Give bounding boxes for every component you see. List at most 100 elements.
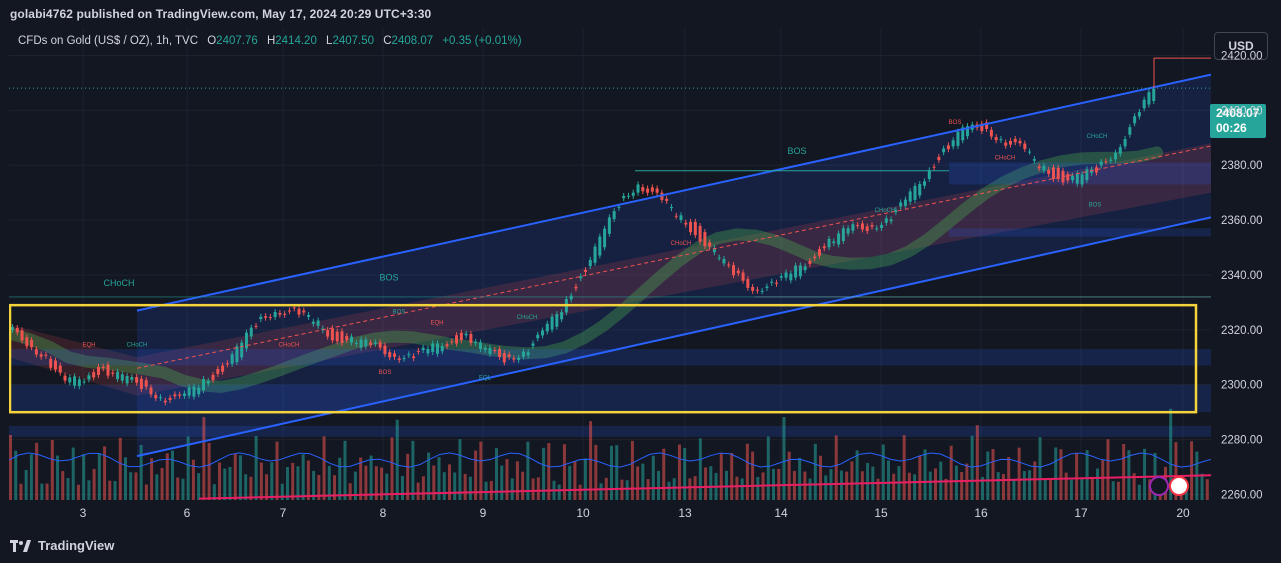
time-tick-label: 20 — [1176, 506, 1190, 520]
volume-bar — [45, 483, 49, 500]
volume-bar — [343, 440, 347, 500]
smc-label: CHoCH — [1087, 134, 1108, 140]
volume-bar — [1022, 471, 1026, 500]
candle — [221, 365, 225, 372]
volume-bar — [610, 445, 613, 500]
volume-bar — [312, 470, 316, 500]
volume-bar — [489, 480, 493, 500]
volume-bar — [327, 465, 331, 500]
volume-bar — [798, 457, 802, 500]
volume-bar — [782, 417, 786, 500]
candle — [765, 286, 769, 288]
volume-bar — [536, 477, 540, 500]
candle — [555, 314, 559, 327]
candle — [92, 372, 96, 378]
volume-bar — [641, 463, 645, 500]
smc-label: CHoCH — [279, 342, 300, 348]
candle — [340, 331, 344, 344]
volume-bar — [1090, 476, 1094, 500]
candle — [240, 342, 244, 358]
price-tick-label: 2340.00 — [1221, 270, 1263, 282]
volume-bar — [913, 474, 917, 500]
candle — [851, 224, 855, 231]
candle — [1037, 166, 1041, 169]
volume-bar — [1054, 447, 1058, 500]
volume-bar — [578, 484, 582, 500]
volume-bar — [66, 477, 70, 500]
candle — [674, 215, 678, 217]
volume-bar — [740, 478, 744, 500]
candle — [206, 380, 210, 384]
candle — [230, 354, 234, 364]
candle — [665, 198, 669, 201]
volume-bar — [813, 443, 817, 500]
candle — [1118, 147, 1122, 154]
flash-icon — [1149, 476, 1169, 496]
candle — [951, 140, 955, 147]
low-label: L — [326, 35, 333, 47]
smc-label: BOS — [1089, 202, 1102, 208]
volume-bar — [672, 478, 676, 500]
volume-bar — [411, 440, 415, 500]
candle — [841, 228, 845, 242]
volume-bar — [573, 461, 577, 500]
candle — [330, 328, 334, 341]
candle — [96, 366, 100, 375]
candle — [469, 333, 473, 343]
candle — [1042, 165, 1046, 171]
candle — [39, 354, 43, 357]
time-axis[interactable]: 3 6 7 8 9 10 13 14 15 16 17 20 — [9, 500, 1211, 530]
price-axis[interactable]: 2420.00 2400.00 2380.00 2360.00 2340.00 2320.… — [1211, 28, 1281, 500]
candle — [49, 358, 53, 368]
volume-bar — [71, 447, 75, 500]
candle — [1066, 174, 1070, 181]
volume-bar — [61, 471, 65, 500]
candle — [531, 343, 535, 346]
volume-bar — [254, 436, 258, 500]
candle — [588, 259, 592, 267]
candle — [755, 289, 759, 291]
liquidity-band — [9, 384, 1211, 413]
candle — [402, 358, 406, 360]
volume-bar — [991, 449, 995, 500]
volume-bar — [19, 483, 23, 500]
candle — [498, 349, 502, 357]
volume-bar — [934, 468, 938, 500]
candle — [980, 123, 984, 132]
candle — [1104, 161, 1108, 163]
volume-bar — [87, 480, 91, 500]
candle — [1152, 88, 1156, 102]
volume-bar — [1106, 439, 1110, 500]
candle — [875, 228, 879, 230]
candle — [574, 286, 578, 289]
price-tick-label: 2380.00 — [1221, 160, 1263, 172]
volume-bar — [495, 448, 499, 500]
volume-bar — [474, 450, 478, 500]
price-chart[interactable]: CHoCH BOS EQH CHoCH CHoCH BOS EQH BOS CHoCH EQL BO… — [5, 28, 1212, 500]
volume-bar — [228, 466, 232, 500]
candle — [1114, 152, 1118, 160]
candle — [369, 342, 373, 345]
volume-bar — [40, 483, 44, 500]
candle — [541, 330, 545, 336]
candle — [1051, 167, 1055, 179]
volume-bar — [484, 481, 488, 500]
smc-label: CHoCH — [103, 278, 134, 288]
volume-bar — [202, 417, 206, 500]
candle — [626, 195, 630, 197]
candle — [966, 126, 969, 137]
volume-bar — [233, 453, 237, 500]
volume-bar — [719, 453, 723, 500]
volume-bar — [280, 483, 284, 500]
candle — [560, 312, 564, 320]
candle — [173, 394, 177, 397]
smc-label: CHoCH — [127, 342, 148, 348]
candle — [130, 377, 134, 380]
candle — [1142, 99, 1146, 109]
volume-bar — [975, 425, 979, 500]
volume-bar — [1174, 442, 1178, 500]
candle — [631, 192, 635, 196]
chart-pane[interactable]: CHoCH BOS EQH CHoCH CHoCH BOS EQH BOS CHoCH EQL BO… — [5, 28, 1212, 500]
candle — [388, 352, 392, 358]
currency-button[interactable]: USD — [1214, 32, 1268, 60]
